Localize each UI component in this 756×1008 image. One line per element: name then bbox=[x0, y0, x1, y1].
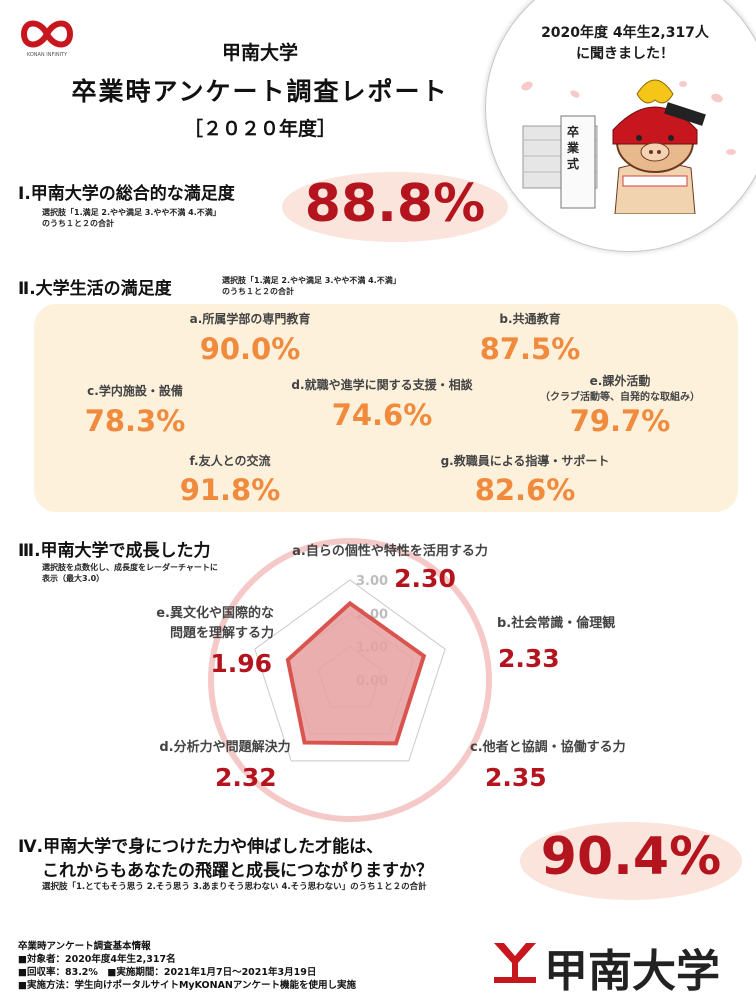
item-a-value: 90.0% bbox=[199, 332, 301, 366]
section1-heading: Ⅰ.甲南大学の総合的な満足度 bbox=[18, 184, 235, 204]
callout-line1: 2020年度 4年生2,317人 bbox=[541, 25, 709, 41]
callout-line2: に聞きました！ bbox=[576, 46, 674, 62]
item-c-label: c.学内施設・設備 bbox=[87, 384, 183, 398]
item-e-label: e.課外活動 bbox=[589, 374, 651, 388]
radar-label-d: d.分析力や問題解決力 bbox=[159, 740, 291, 755]
section3-note-line1: 選択肢を点数化し、成長度をレーダーチャートに bbox=[42, 563, 218, 572]
section1-value: 88.8% bbox=[304, 174, 486, 234]
infinity-logo bbox=[14, 14, 80, 66]
item-g-label: g.教職員による指導・サポート bbox=[440, 454, 610, 468]
footer-title: 卒業時アンケート調査基本情報 bbox=[18, 941, 151, 952]
logo-caption: KONAN INFINITY bbox=[26, 52, 68, 58]
satisfaction-panel bbox=[34, 304, 738, 512]
radar-value-b: 2.33 bbox=[498, 644, 560, 673]
section2-note-line1: 選択肢「1.満足 2.やや満足 3.やや不満 4.不満」 bbox=[222, 276, 401, 285]
item-d-label: d.就職や進学に関する支援・相談 bbox=[291, 378, 473, 392]
radar-value-a: 2.30 bbox=[394, 564, 456, 593]
university-name: 甲南大学 bbox=[221, 42, 298, 64]
report-title: 卒業時アンケート調査レポート bbox=[71, 77, 449, 106]
section4-heading-line1: Ⅳ.甲南大学で身につけた力や伸ばした才能は、 bbox=[18, 837, 384, 857]
section3-note-line2: 表示（最大3.0） bbox=[42, 574, 105, 583]
section3-heading: Ⅲ.甲南大学で成長した力 bbox=[18, 541, 211, 561]
item-b-label: b.共通教育 bbox=[499, 312, 561, 326]
section1-note-line2: のうち１と２の合計 bbox=[42, 219, 114, 228]
gate-sign-text: 卒業式 bbox=[567, 125, 580, 171]
footer-line2: ■回収率：83.2% ■実施期間：2021年1月7日～2021年3月19日 bbox=[18, 967, 317, 978]
section4-note: 選択肢「1.とてもそう思う 2.そう思う 3.あまりそう思わない 4.そう思わな… bbox=[42, 882, 427, 892]
radar-value-c: 2.35 bbox=[485, 763, 547, 792]
radar-series-area bbox=[285, 600, 427, 746]
section4-oval bbox=[520, 822, 742, 900]
brand-name: 甲南大学 bbox=[544, 946, 720, 997]
item-c-value: 78.3% bbox=[84, 404, 186, 438]
radar-label-e-line2: 問題を理解する力 bbox=[169, 626, 274, 641]
radar-chart: 0.001.002.003.00 bbox=[208, 538, 492, 822]
radar-label-e-line1: e.異文化や国際的な bbox=[156, 606, 274, 621]
report-year: ［２０２０年度］ bbox=[183, 118, 336, 140]
item-a-label: a.所属学部の専門教育 bbox=[189, 312, 311, 326]
section1-note-line1: 選択肢「1.満足 2.やや満足 3.やや不満 4.不満」 bbox=[42, 208, 221, 217]
footer-line3: ■実施方法：学生向けポータルサイトMyKONANアンケート機能を使用し実施 bbox=[18, 980, 357, 991]
radar-grid-ring bbox=[254, 579, 446, 762]
section1-oval bbox=[282, 172, 508, 242]
radar-value-e: 1.96 bbox=[210, 649, 272, 678]
item-g-value: 82.6% bbox=[474, 473, 576, 507]
item-e-sublabel: （クラブ活動等、自発的な取組み） bbox=[540, 392, 700, 403]
footer-line1: ■対象者：2020年度4年生2,317名 bbox=[18, 954, 176, 965]
radar-label-c: c.他者と協調・協働する力 bbox=[470, 740, 626, 755]
section2-note-line2: のうち１と２の合計 bbox=[222, 287, 294, 296]
radar-tick-label: 3.00 bbox=[356, 574, 388, 589]
item-f-label: f.友人との交流 bbox=[189, 454, 271, 468]
radar-label-a: a.自らの個性や特性を活用する力 bbox=[292, 544, 488, 559]
radar-label-b: b.社会常識・倫理観 bbox=[497, 616, 616, 631]
radar-value-d: 2.32 bbox=[215, 763, 277, 792]
section4-value: 90.4% bbox=[540, 827, 722, 887]
section2-heading: Ⅱ.大学生活の満足度 bbox=[18, 279, 172, 299]
item-d-value: 74.6% bbox=[331, 398, 433, 432]
item-b-value: 87.5% bbox=[479, 332, 581, 366]
brand-mark-icon bbox=[490, 937, 540, 987]
item-f-value: 91.8% bbox=[179, 473, 281, 507]
mascot-illustration bbox=[505, 64, 745, 215]
section4-heading-line2: これからもあなたの飛躍と成長につながりますか？ bbox=[42, 861, 433, 881]
item-e-value: 79.7% bbox=[569, 404, 671, 438]
